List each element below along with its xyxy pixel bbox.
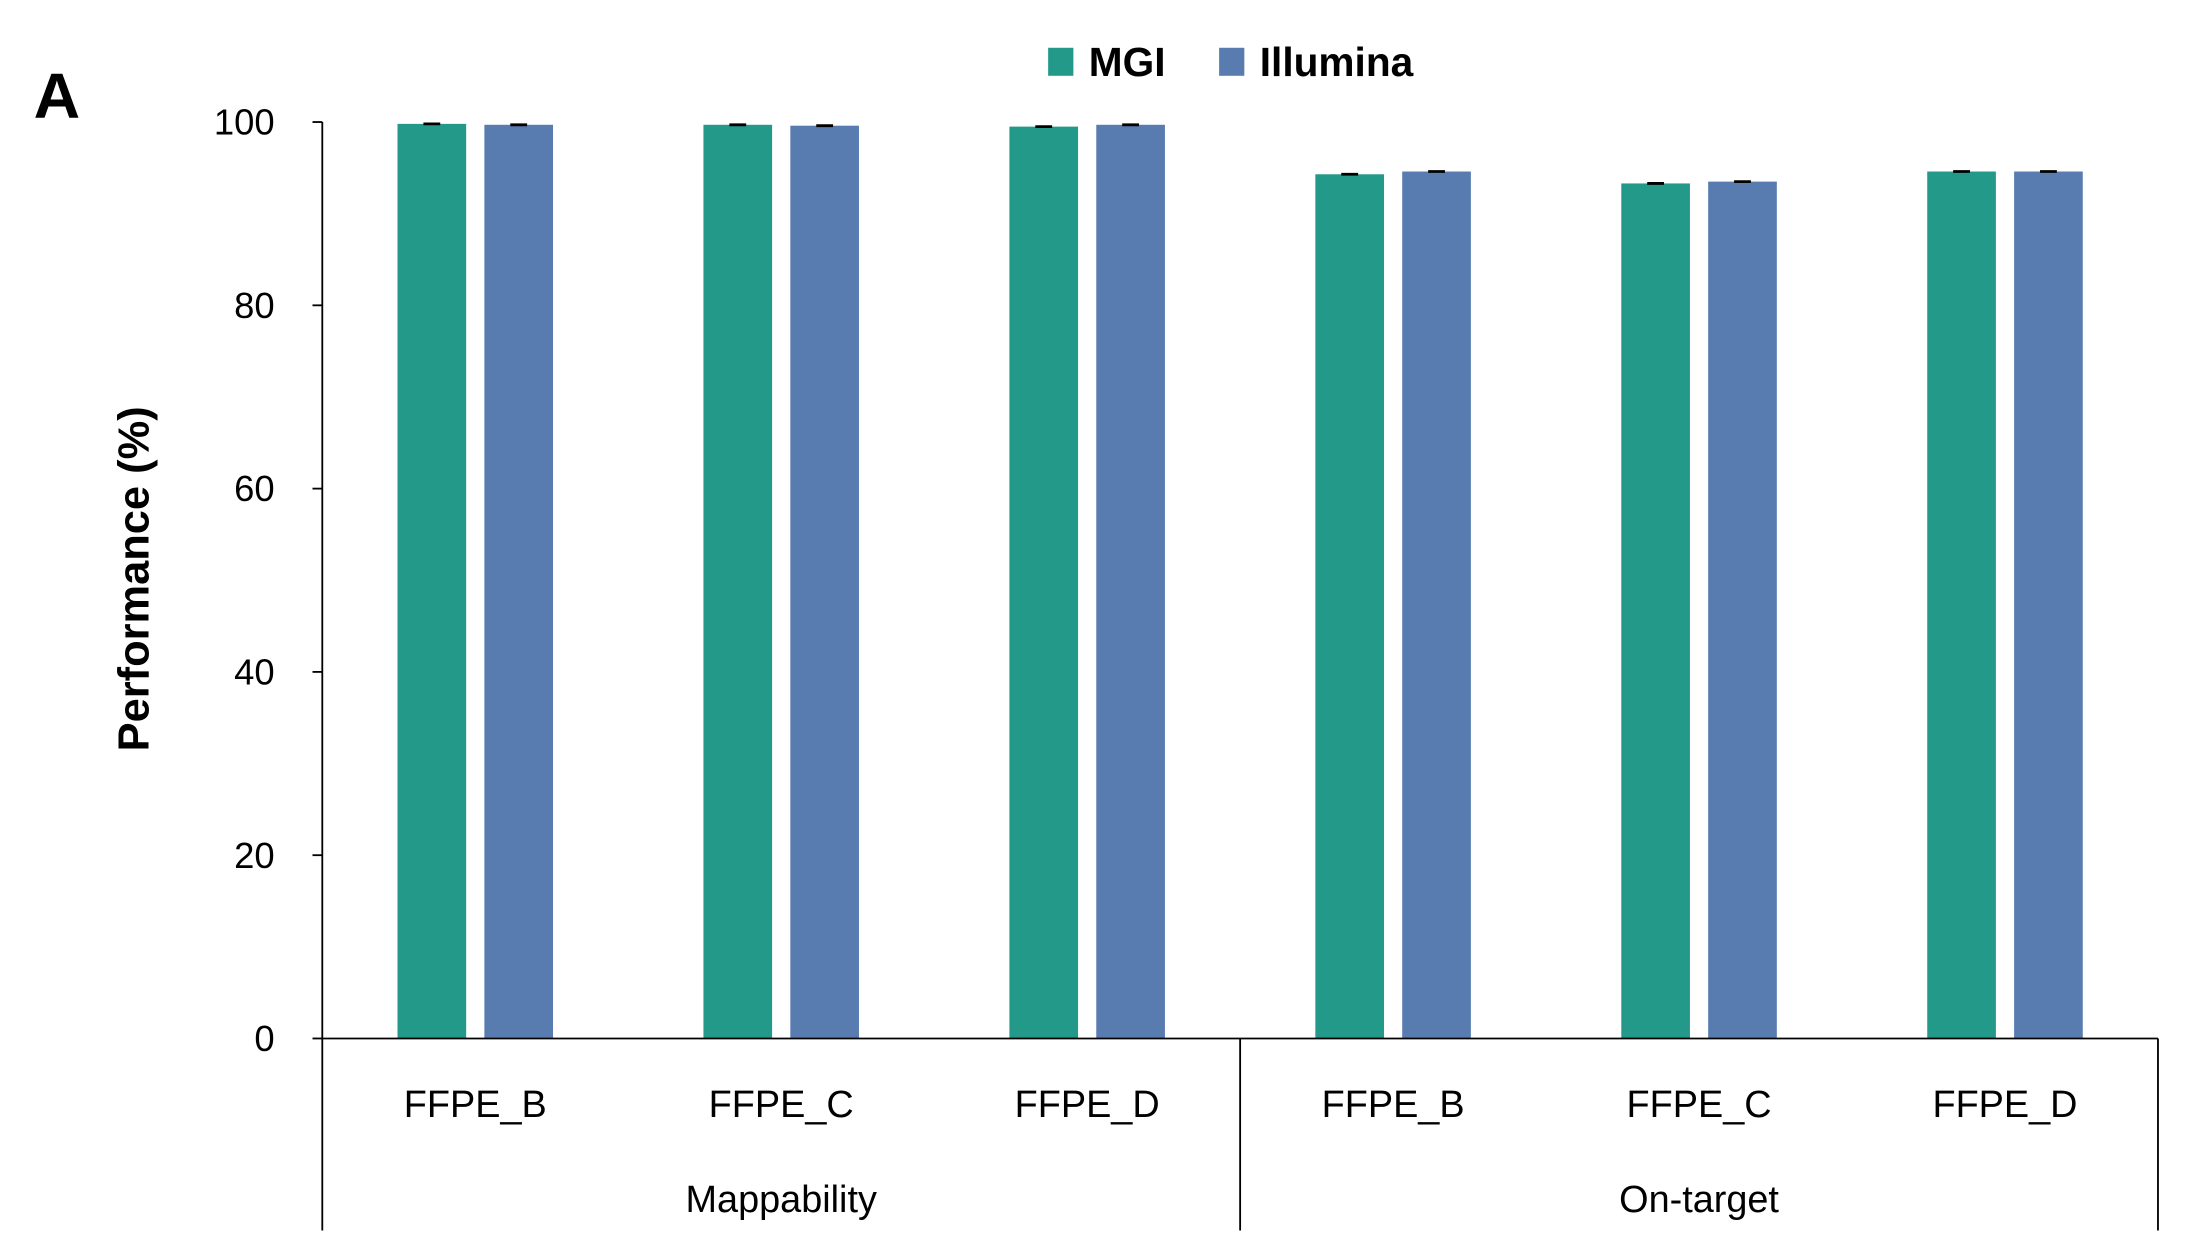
bar-illumina — [1402, 171, 1471, 1039]
group-label: On-target — [1619, 1179, 1779, 1221]
y-tick-label: 100 — [214, 102, 275, 143]
x-tick-label: FFPE_D — [1932, 1084, 2077, 1126]
bar-mgi — [1621, 183, 1690, 1039]
bar-illumina — [1708, 181, 1777, 1039]
legend-label-illumina: Illumina — [1260, 39, 1414, 85]
panel-label: A — [34, 60, 81, 132]
legend-swatch-illumina — [1219, 47, 1245, 76]
x-tick-label: FFPE_C — [709, 1084, 854, 1126]
y-tick-label: 20 — [234, 835, 275, 876]
legend: MGI Illumina — [1048, 39, 1414, 85]
x-tick-label: FFPE_B — [404, 1084, 547, 1126]
y-axis: 0 20 40 60 80 100 — [214, 102, 324, 1059]
x-tick-label: FFPE_D — [1015, 1084, 1160, 1126]
bar-mgi — [1315, 174, 1384, 1039]
legend-label-mgi: MGI — [1089, 39, 1166, 85]
bar-mgi — [397, 123, 467, 1039]
y-tick-label: 0 — [254, 1018, 274, 1059]
bar-illumina — [484, 124, 554, 1039]
y-tick-label: 60 — [234, 468, 275, 509]
y-tick-label: 40 — [234, 652, 275, 693]
y-axis-label: Performance (%) — [111, 406, 159, 751]
x-tick-label: FFPE_B — [1322, 1084, 1465, 1126]
bar-mgi — [703, 124, 773, 1039]
bar-mgi — [1009, 126, 1079, 1039]
x-axis: FFPE_B FFPE_C FFPE_D FFPE_B FFPE_C FFPE_D Mapp… — [321, 1037, 2159, 1231]
legend-swatch-mgi — [1048, 47, 1074, 76]
group-label: Mappability — [686, 1179, 877, 1221]
bar-illumina — [1096, 124, 1165, 1039]
y-tick-label: 80 — [234, 285, 275, 326]
bar-illumina — [2014, 171, 2083, 1039]
bars — [397, 122, 2083, 1039]
bar-illumina — [790, 125, 859, 1039]
bar-mgi — [1927, 171, 1996, 1039]
x-tick-label: FFPE_C — [1627, 1084, 1772, 1126]
